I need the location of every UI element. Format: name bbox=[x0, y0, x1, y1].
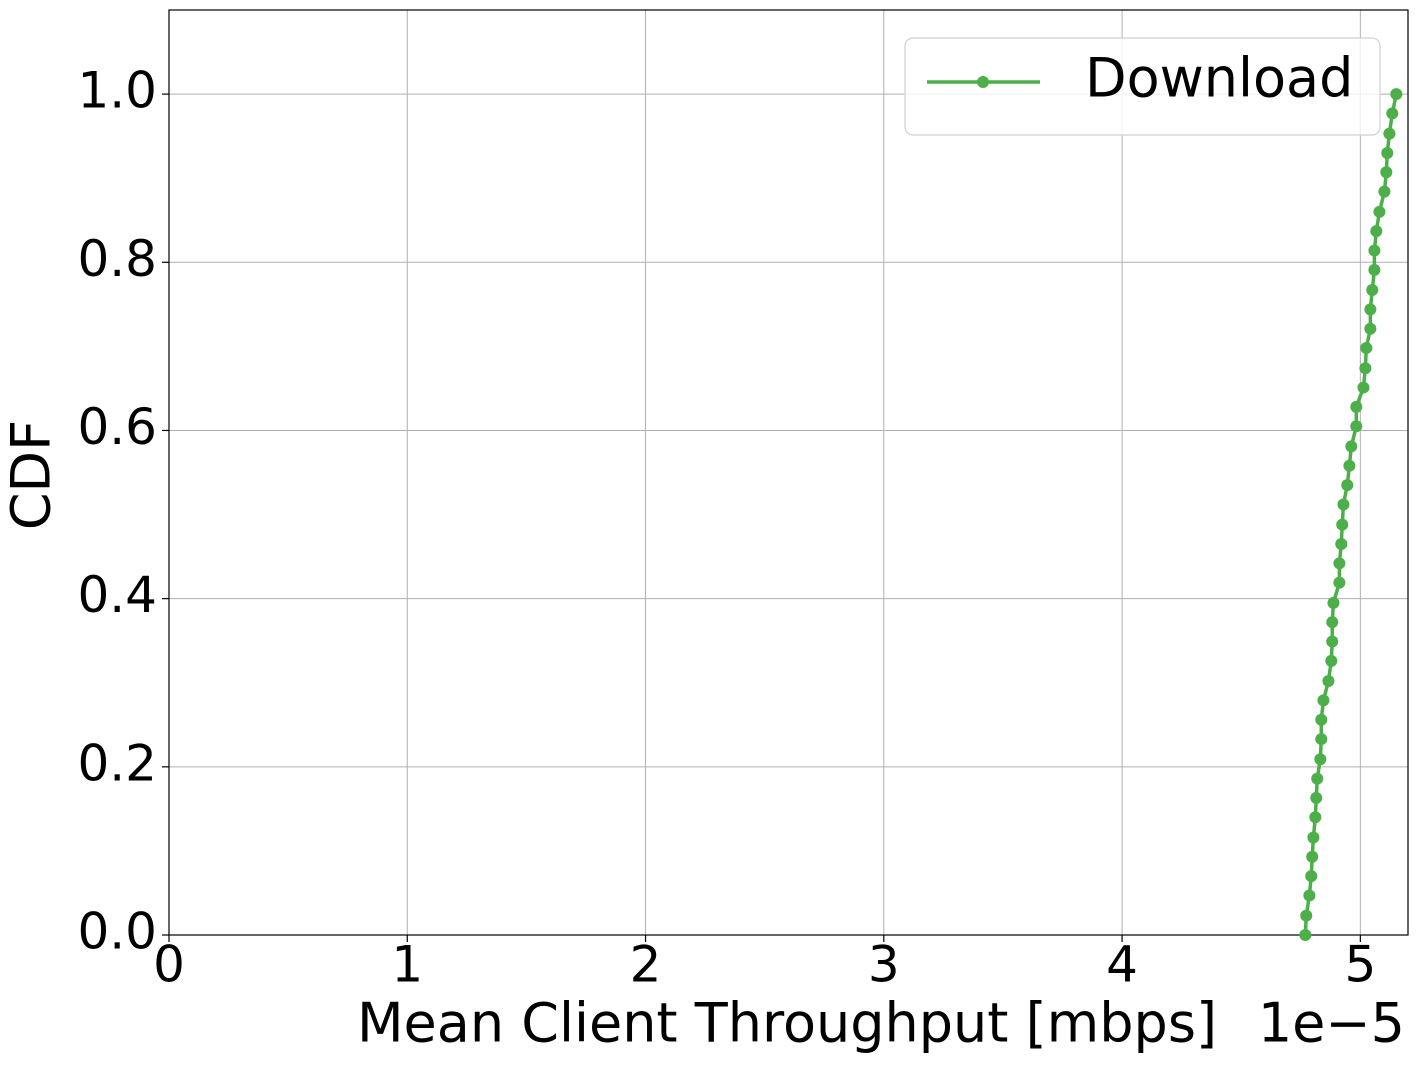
point bbox=[1359, 362, 1372, 375]
point bbox=[1306, 850, 1319, 863]
x-tick-label: 4 bbox=[1106, 936, 1138, 994]
point bbox=[1350, 400, 1363, 413]
point bbox=[1317, 694, 1330, 707]
point bbox=[1311, 772, 1324, 785]
x-axis-label: Mean Client Throughput [mbps] bbox=[357, 992, 1217, 1055]
point bbox=[1333, 576, 1346, 589]
legend-box bbox=[904, 37, 1381, 136]
point bbox=[1337, 498, 1350, 511]
point bbox=[1327, 596, 1340, 609]
y-tick-label: 0.6 bbox=[77, 398, 157, 456]
point bbox=[1390, 88, 1403, 101]
point bbox=[1378, 185, 1391, 198]
legend: Download bbox=[904, 37, 1381, 136]
legend-marker bbox=[977, 76, 989, 88]
point bbox=[1366, 284, 1379, 297]
point bbox=[1373, 205, 1386, 218]
point bbox=[1303, 889, 1316, 902]
y-tick-label: 0.2 bbox=[77, 734, 157, 792]
point bbox=[1364, 303, 1377, 316]
point bbox=[1350, 420, 1363, 433]
y-tick-label: 1.0 bbox=[77, 62, 157, 120]
point bbox=[1335, 537, 1348, 550]
point bbox=[1333, 557, 1346, 570]
point bbox=[1368, 263, 1381, 276]
x-tick-label: 2 bbox=[630, 936, 662, 994]
point bbox=[1314, 753, 1327, 766]
point bbox=[1322, 675, 1335, 688]
point bbox=[1315, 713, 1328, 726]
point bbox=[1325, 654, 1338, 667]
y-tick-label: 0.4 bbox=[77, 566, 157, 624]
y-tick-label: 0.8 bbox=[77, 230, 157, 288]
point bbox=[1368, 244, 1381, 257]
point bbox=[1307, 831, 1320, 844]
point bbox=[1336, 518, 1349, 531]
point bbox=[1326, 635, 1339, 648]
point bbox=[1315, 733, 1328, 746]
point bbox=[1341, 479, 1354, 492]
point bbox=[1383, 127, 1396, 140]
x-tick-label: 1 bbox=[391, 936, 423, 994]
point bbox=[1310, 791, 1323, 804]
point bbox=[1386, 107, 1399, 120]
point bbox=[1309, 811, 1322, 824]
point bbox=[1343, 459, 1356, 472]
point bbox=[1360, 342, 1373, 355]
point bbox=[1305, 870, 1318, 883]
x-offset-label: 1e−5 bbox=[1258, 992, 1405, 1055]
point bbox=[1300, 909, 1313, 922]
x-tick-label: 5 bbox=[1344, 936, 1376, 994]
point bbox=[1326, 616, 1339, 629]
point bbox=[1299, 929, 1312, 941]
point bbox=[1380, 166, 1393, 179]
legend-label: Download bbox=[1085, 47, 1353, 110]
point bbox=[1370, 225, 1383, 238]
x-tick-label: 3 bbox=[868, 936, 900, 994]
point bbox=[1345, 440, 1358, 453]
point bbox=[1364, 322, 1377, 335]
x-tick-label: 0 bbox=[153, 936, 185, 994]
y-axis-label: CDF bbox=[0, 420, 63, 530]
plot-frame bbox=[168, 9, 1409, 936]
point bbox=[1357, 381, 1370, 394]
y-tick-label: 0.0 bbox=[77, 903, 157, 961]
point bbox=[1381, 146, 1394, 159]
